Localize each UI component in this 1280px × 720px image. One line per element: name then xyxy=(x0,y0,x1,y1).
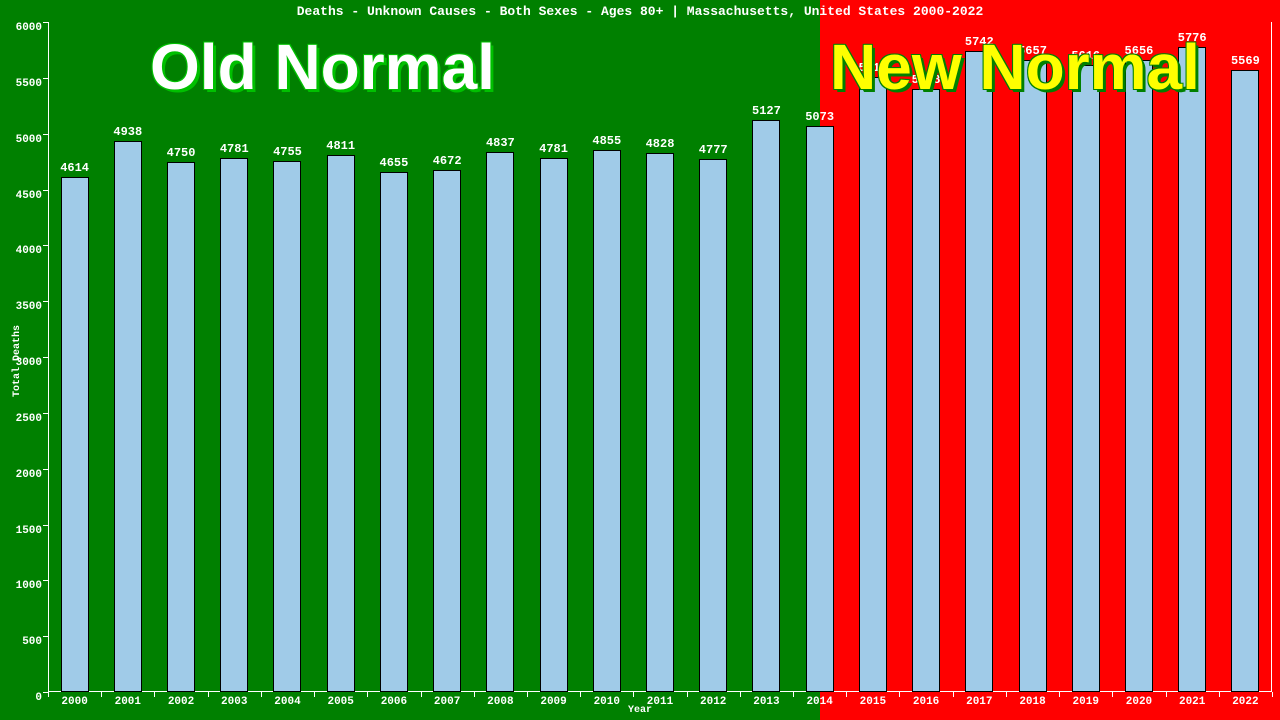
x-tick-mark xyxy=(154,692,155,697)
x-tick-mark xyxy=(1059,692,1060,697)
x-tick-mark xyxy=(421,692,422,697)
x-tick-mark xyxy=(314,692,315,697)
bar xyxy=(699,159,727,692)
bar-value-label: 5569 xyxy=(1231,54,1260,68)
chart-title: Deaths - Unknown Causes - Both Sexes - A… xyxy=(0,4,1280,19)
bar-value-label: 5127 xyxy=(752,104,781,118)
x-tick-mark xyxy=(261,692,262,697)
bar xyxy=(859,77,887,693)
plot-area: 0500100015002000250030003500400045005000… xyxy=(48,22,1272,692)
bar xyxy=(327,155,355,692)
bar xyxy=(965,51,993,692)
bar xyxy=(912,89,940,692)
overlay-text: Old Normal xyxy=(150,30,495,104)
bar xyxy=(220,158,248,692)
bar xyxy=(433,170,461,692)
x-tick-mark xyxy=(740,692,741,697)
y-tick-mark xyxy=(43,245,48,246)
y-tick-label: 5000 xyxy=(16,134,48,146)
bar xyxy=(1072,65,1100,692)
x-tick-mark xyxy=(793,692,794,697)
bar xyxy=(1178,47,1206,692)
overlay-text: New Normal xyxy=(830,30,1200,104)
y-tick-label: 4500 xyxy=(16,190,48,202)
bar xyxy=(273,161,301,692)
y-tick-label: 2000 xyxy=(16,469,48,481)
x-tick-mark xyxy=(633,692,634,697)
x-tick-mark xyxy=(1112,692,1113,697)
bar xyxy=(114,141,142,692)
bar xyxy=(646,153,674,692)
y-tick-mark xyxy=(43,134,48,135)
y-tick-mark xyxy=(43,301,48,302)
bar xyxy=(752,120,780,693)
bar xyxy=(593,150,621,692)
bar-value-label: 4755 xyxy=(273,145,302,159)
y-tick-mark xyxy=(43,190,48,191)
x-tick-mark xyxy=(1006,692,1007,697)
y-tick-label: 3500 xyxy=(16,301,48,313)
bar xyxy=(540,158,568,692)
x-tick-mark xyxy=(367,692,368,697)
x-tick-mark xyxy=(580,692,581,697)
y-axis-label: Total Deaths xyxy=(12,325,23,397)
bar xyxy=(167,162,195,692)
bar xyxy=(1019,60,1047,692)
y-tick-label: 2500 xyxy=(16,413,48,425)
bar-value-label: 4938 xyxy=(113,125,142,139)
y-axis-line xyxy=(48,22,49,692)
bar-value-label: 4777 xyxy=(699,143,728,157)
bar-value-label: 4837 xyxy=(486,136,515,150)
x-tick-mark xyxy=(899,692,900,697)
y-tick-mark xyxy=(43,78,48,79)
bar-value-label: 4855 xyxy=(592,134,621,148)
x-tick-mark xyxy=(48,692,49,697)
bar-value-label: 5073 xyxy=(805,110,834,124)
bar-value-label: 4781 xyxy=(539,142,568,156)
bar-value-label: 4811 xyxy=(326,139,355,153)
x-tick-mark xyxy=(101,692,102,697)
y-tick-mark xyxy=(43,469,48,470)
y-tick-label: 1000 xyxy=(16,580,48,592)
y-tick-label: 4000 xyxy=(16,245,48,257)
bar xyxy=(1125,60,1153,692)
y-tick-label: 6000 xyxy=(16,22,48,34)
bar-value-label: 4781 xyxy=(220,142,249,156)
bar-value-label: 4750 xyxy=(167,146,196,160)
x-tick-mark xyxy=(474,692,475,697)
y-tick-label: 5500 xyxy=(16,78,48,90)
x-tick-mark xyxy=(953,692,954,697)
x-axis-label: Year xyxy=(0,705,1280,716)
y-tick-mark xyxy=(43,525,48,526)
bar xyxy=(380,172,408,692)
x-tick-mark xyxy=(846,692,847,697)
x-tick-mark xyxy=(1272,692,1273,697)
y-tick-mark xyxy=(43,413,48,414)
y-tick-label: 500 xyxy=(22,636,48,648)
bar xyxy=(486,152,514,692)
x-tick-mark xyxy=(527,692,528,697)
y-tick-mark xyxy=(43,357,48,358)
bar xyxy=(61,177,89,692)
y-tick-label: 0 xyxy=(35,692,48,704)
x-tick-mark xyxy=(208,692,209,697)
bar-value-label: 4614 xyxy=(60,161,89,175)
y-tick-mark xyxy=(43,580,48,581)
x-tick-mark xyxy=(687,692,688,697)
y-tick-label: 1500 xyxy=(16,525,48,537)
bar xyxy=(806,126,834,692)
chart-container: Deaths - Unknown Causes - Both Sexes - A… xyxy=(0,0,1280,720)
bar-value-label: 4828 xyxy=(646,137,675,151)
bar-value-label: 4672 xyxy=(433,154,462,168)
x-tick-mark xyxy=(1219,692,1220,697)
y-tick-mark xyxy=(43,636,48,637)
y-tick-mark xyxy=(43,22,48,23)
right-axis-line xyxy=(1271,22,1272,692)
bar xyxy=(1231,70,1259,692)
x-tick-mark xyxy=(1166,692,1167,697)
bar-value-label: 4655 xyxy=(380,156,409,170)
